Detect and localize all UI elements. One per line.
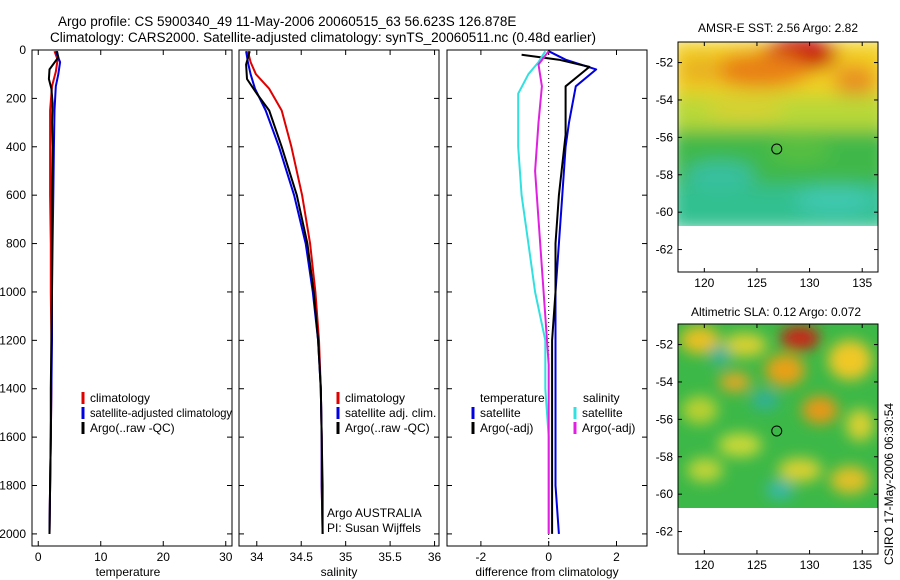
legend-label-satellite-adjusted: satellite-adjusted climatology <box>90 406 232 420</box>
series-line-argo-raw-qc <box>47 50 60 534</box>
y-tick-label: 200 <box>6 91 26 105</box>
sla-map-panel: Altimetric SLA: 0.12 Argo: 0.072 <box>656 305 879 572</box>
x-tick-label: 2 <box>613 550 620 564</box>
temperature-axes-box <box>31 49 233 547</box>
sst-map-axes-box <box>677 41 879 273</box>
sla-map-axes-box <box>677 323 879 555</box>
legend-label-temp-satellite: satellite <box>480 406 521 420</box>
figure-title-line1: Argo profile: CS 5900340_49 11-May-2006 … <box>58 14 516 29</box>
y-tick-label: -58 <box>656 168 674 182</box>
sla-heatmap <box>678 324 878 508</box>
x-tick-label: 130 <box>800 558 820 572</box>
x-tick-label: 0 <box>545 550 552 564</box>
series-line-temperature-argo-adj <box>521 53 591 534</box>
legend-label-argo: Argo(..raw -QC) <box>90 421 175 435</box>
temperature-lines <box>47 50 62 534</box>
y-tick-label: 600 <box>6 188 26 202</box>
y-tick-label: -62 <box>656 525 674 539</box>
x-tick-label: 20 <box>157 550 171 564</box>
x-tick-label: 0 <box>35 550 42 564</box>
float-pi-annotation: PI: Susan Wijffels <box>327 521 421 535</box>
difference-axes-box <box>446 49 648 547</box>
series-line-temperature-satellite <box>548 50 598 534</box>
series-line-argo-raw-qc <box>245 50 324 534</box>
legend-label-climatology: climatology <box>345 391 405 405</box>
temperature-panel: 0 10 20 30 0 200 400 600 800 1000 1200 1400 1600 1800… <box>0 43 233 579</box>
legend-label-sal-argo: Argo(-adj) <box>582 421 635 435</box>
y-tick-label: -52 <box>656 56 674 70</box>
x-tick-label: 135 <box>852 558 872 572</box>
x-tick-label: 125 <box>747 558 767 572</box>
legend-label-satellite-adj: satellite adj. clim. <box>345 406 436 420</box>
sst-map-title: AMSR-E SST: 2.56 Argo: 2.82 <box>698 21 858 35</box>
difference-xlabel: difference from climatology <box>475 565 618 579</box>
salinity-axes-box <box>238 49 440 547</box>
x-tick-label: 34.5 <box>290 550 314 564</box>
x-tick-label: 135 <box>852 276 872 290</box>
legend-label-argo: Argo(..raw -QC) <box>345 421 430 435</box>
y-tick-label: 2000 <box>0 527 26 541</box>
sst-map-panel: AMSR-E SST: 2.56 Argo: 2.82 120 125 130 135… <box>656 21 879 290</box>
x-tick-label: 120 <box>694 558 714 572</box>
float-owner-annotation: Argo AUSTRALIA <box>327 506 422 520</box>
temperature-xlabel: temperature <box>96 565 161 579</box>
x-tick-label: 125 <box>747 276 767 290</box>
x-tick-label: 30 <box>219 550 233 564</box>
credit-timestamp: CSIRO 17-May-2006 06:30:54 <box>882 403 896 565</box>
sla-map-ticks: 120 125 130 135 -52 -54 -56 -58 -60 -62 <box>656 324 878 572</box>
sla-map-title: Altimetric SLA: 0.12 Argo: 0.072 <box>691 305 861 319</box>
figure-title-line2: Climatology: CARS2000. Satellite-adjuste… <box>50 30 596 45</box>
sst-heatmap <box>678 42 878 226</box>
x-tick-label: 34 <box>250 550 264 564</box>
y-tick-label: -60 <box>656 487 674 501</box>
y-tick-label: 0 <box>19 43 26 57</box>
y-tick-label: -60 <box>656 205 674 219</box>
salinity-ticks: 34 34.5 35 35.5 36 <box>239 49 442 564</box>
argo-position-marker <box>771 143 783 155</box>
salinity-legend: climatology satellite adj. clim. Argo(..… <box>336 391 436 435</box>
x-tick-label: 35.5 <box>378 550 402 564</box>
argo-position-marker <box>771 425 783 437</box>
y-tick-label: 1200 <box>0 333 26 347</box>
series-line-climatology <box>246 50 324 534</box>
difference-lines <box>517 50 598 546</box>
y-tick-label: -54 <box>656 375 674 389</box>
salinity-xlabel: salinity <box>321 565 358 579</box>
x-tick-label: 35 <box>339 550 353 564</box>
y-tick-label: -56 <box>656 412 674 426</box>
legend-label-sal-satellite: satellite <box>582 406 623 420</box>
legend-heading-salinity: salinity <box>583 391 620 405</box>
difference-panel: -2 0 2 difference from climatology tempera… <box>446 49 648 579</box>
x-tick-label: 130 <box>800 276 820 290</box>
y-tick-label: -54 <box>656 93 674 107</box>
x-tick-label: 120 <box>694 276 714 290</box>
x-tick-label: -2 <box>476 550 487 564</box>
legend-heading-temperature: temperature <box>480 391 545 405</box>
salinity-lines <box>245 50 324 534</box>
difference-legend: temperature satellite Argo(-adj) salinit… <box>471 391 635 435</box>
series-line-salinity-argo-adj <box>534 50 550 534</box>
y-tick-label: 1600 <box>0 430 26 444</box>
sst-map-ticks: 120 125 130 135 -52 -54 -56 -58 -60 -62 <box>656 42 878 290</box>
difference-ticks: -2 0 2 <box>447 49 647 564</box>
x-tick-label: 36 <box>428 550 442 564</box>
legend-label-temp-argo: Argo(-adj) <box>480 421 533 435</box>
salinity-panel: 34 34.5 35 35.5 36 salinity climatology sate… <box>238 49 442 579</box>
y-tick-label: -58 <box>656 450 674 464</box>
y-tick-label: -62 <box>656 243 674 257</box>
y-tick-label: -56 <box>656 130 674 144</box>
y-tick-label: -52 <box>656 338 674 352</box>
y-tick-label: 1400 <box>0 382 26 396</box>
temperature-legend: climatology satellite-adjusted climatolo… <box>81 391 232 435</box>
temperature-ticks: 0 10 20 30 0 200 400 600 800 1000 1200 1400 1600 1800… <box>0 43 233 564</box>
y-tick-label: 1800 <box>0 479 26 493</box>
y-tick-label: 1000 <box>0 285 26 299</box>
x-tick-label: 10 <box>94 550 108 564</box>
y-tick-label: 800 <box>6 237 26 251</box>
y-tick-label: 400 <box>6 140 26 154</box>
legend-label-climatology: climatology <box>90 391 150 405</box>
